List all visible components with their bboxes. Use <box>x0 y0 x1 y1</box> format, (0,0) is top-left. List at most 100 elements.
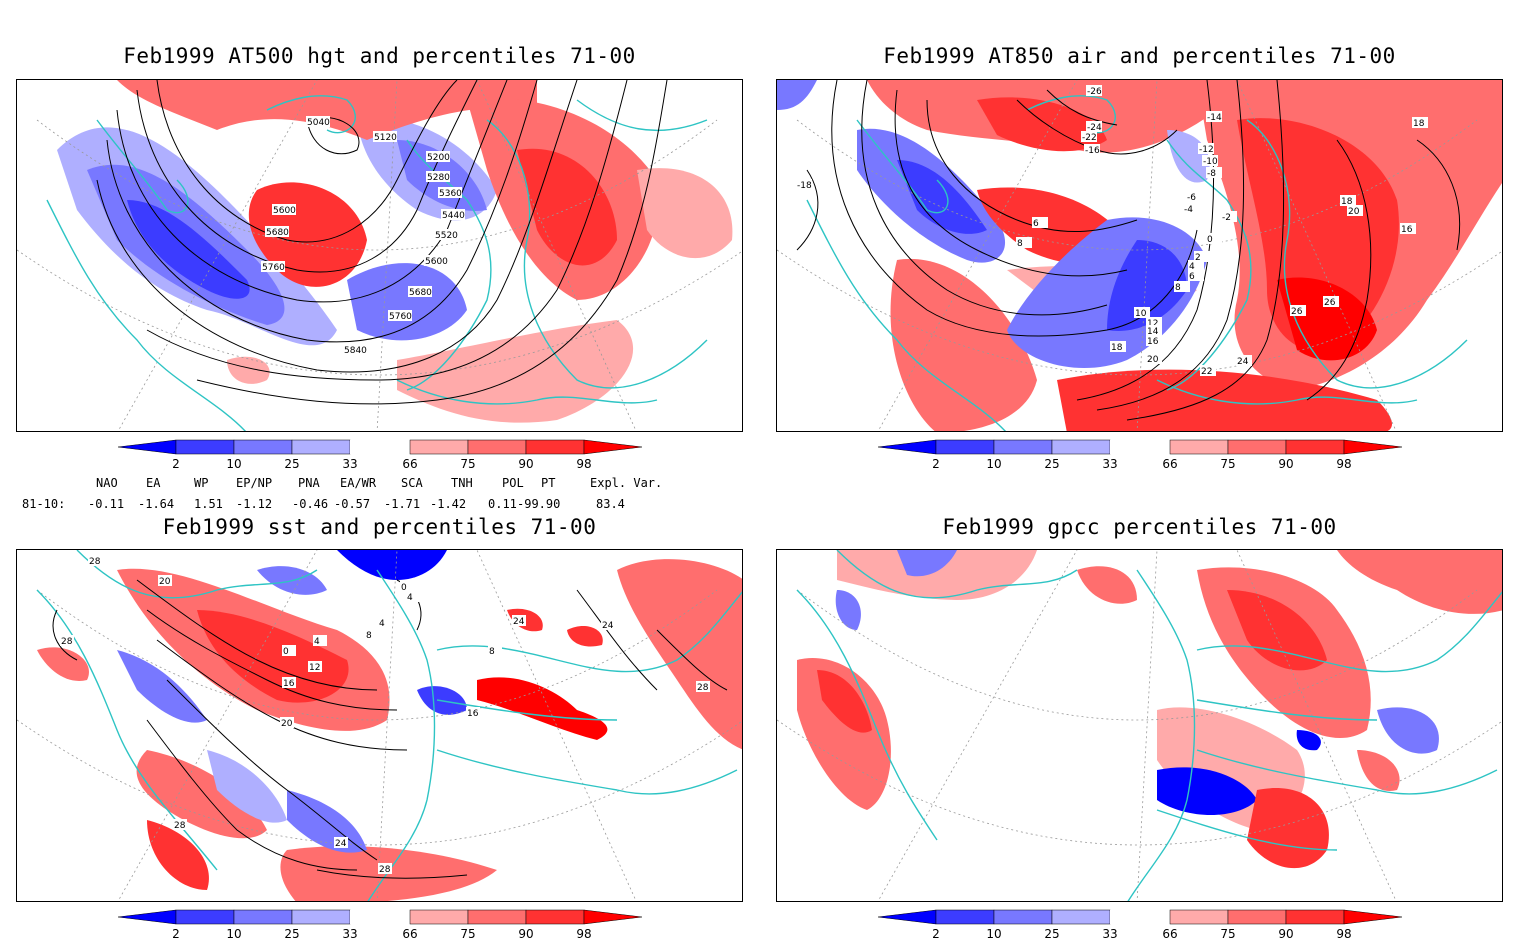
contour-label: 28 <box>61 637 73 647</box>
percentile-shading <box>37 550 742 901</box>
colorbar-segment <box>993 439 1053 455</box>
colorbar-label: 25 <box>1044 927 1059 940</box>
colorbar-segment <box>1227 909 1287 925</box>
contour-label: -4 <box>1184 205 1193 215</box>
coastlines <box>806 95 1468 431</box>
contour-label: -22 <box>1082 133 1097 143</box>
colorbar-label: 98 <box>1336 457 1351 471</box>
contour-label: 5120 <box>374 133 397 143</box>
colorbar-segment <box>233 439 293 455</box>
colorbar-air: 2 10 25 33 66 75 90 98 <box>877 438 1403 471</box>
tele-header: EA <box>146 476 161 490</box>
colorbar-label: 33 <box>1102 457 1117 471</box>
tele-header: POL <box>502 476 524 490</box>
contour-label: 4 <box>1189 262 1195 272</box>
colorbar-arrow-high <box>1343 439 1403 455</box>
colorbar-segment <box>175 439 235 455</box>
contour-label: 20 <box>159 577 171 587</box>
colorbar-segment <box>1285 439 1345 455</box>
colorbar-arrow-low <box>117 909 177 925</box>
colorbar-label: 10 <box>986 927 1001 940</box>
map-panel-gpcc <box>776 549 1503 902</box>
contour-label: 12 <box>309 663 320 673</box>
lat-lon-grid <box>777 80 1502 431</box>
contour-label: -12 <box>1199 145 1214 155</box>
contour-label: 6 <box>1033 219 1039 229</box>
colorbar-sst: 2 10 25 33 66 75 90 98 <box>117 908 643 940</box>
colorbar-segment <box>525 439 585 455</box>
colorbar-segment <box>1227 439 1287 455</box>
contour-label: 16 <box>1401 225 1413 235</box>
colorbar-label: 90 <box>1278 457 1293 471</box>
colorbar-arrow-high <box>1343 909 1403 925</box>
colorbar-label: 66 <box>402 457 417 471</box>
map-panel-sst: 28 20 28 0 4 8 12 16 20 24 28 24 28 0 4 … <box>16 549 743 902</box>
contour-label: 5040 <box>307 118 330 128</box>
colorbar-label: 90 <box>518 927 533 940</box>
contour-label: 5600 <box>425 257 448 267</box>
colorbar-label: 98 <box>1336 927 1351 940</box>
lat-lon-grid <box>777 550 1502 901</box>
contour-label: 4 <box>407 593 413 603</box>
contour-label: 4 <box>379 619 385 629</box>
contour-label: 26 <box>1291 307 1303 317</box>
colorbar-arrow-low <box>117 439 177 455</box>
tele-header: EA/WR <box>340 476 377 490</box>
contour-label: 24 <box>335 839 347 849</box>
tele-header: WP <box>194 476 209 490</box>
colorbar-label: 98 <box>576 457 591 471</box>
colorbar-segment <box>291 909 351 925</box>
colorbar-segment <box>1110 440 1170 454</box>
colorbar-label: 33 <box>342 457 357 471</box>
lat-lon-grid <box>17 550 742 901</box>
contour-label: 4 <box>314 637 320 647</box>
colorbar-segment <box>233 909 293 925</box>
colorbar-hgt: 2 10 25 33 66 75 90 98 <box>117 438 643 471</box>
colorbar-label: 33 <box>1102 927 1117 940</box>
contour-label: 5360 <box>439 189 462 199</box>
contour-label: 18 <box>1111 343 1123 353</box>
contour-label: 14 <box>1147 327 1159 337</box>
colorbar-label: 10 <box>226 927 241 940</box>
contour-label: 26 <box>1324 298 1336 308</box>
colorbar-label: 66 <box>402 927 417 940</box>
contour-label: -26 <box>1087 87 1102 97</box>
contour-label: 5520 <box>435 231 458 241</box>
colorbar-arrow-low <box>877 909 937 925</box>
colorbar-label: 90 <box>1278 927 1293 940</box>
contour-label: 10 <box>1135 309 1147 319</box>
contour-label: 8 <box>489 647 495 657</box>
colorbar-label: 25 <box>1044 457 1059 471</box>
colorbar-segment <box>935 909 995 925</box>
panel-title-gpcc: Feb1999 gpcc percentiles 71-00 <box>942 515 1337 539</box>
contour-label: 20 <box>281 719 293 729</box>
tele-value: -0.57 <box>334 497 371 511</box>
map-hgt: 5040 5120 5200 5280 5360 5440 5520 5600 … <box>17 80 742 431</box>
sst-contours <box>52 579 728 879</box>
colorbar-label: 75 <box>460 927 475 940</box>
contour-label: 5600 <box>273 206 296 216</box>
contour-label: 5680 <box>266 228 289 238</box>
contour-label: 0 <box>283 647 289 657</box>
map-panel-air: -26 -24 -22 -16 -14 -12 -10 -8 -6 -4 -2 … <box>776 79 1503 432</box>
lat-lon-grid <box>17 80 742 431</box>
contour-label: 5680 <box>409 288 432 298</box>
contour-label: 8 <box>366 631 372 641</box>
colorbar-segment <box>993 909 1053 925</box>
tele-header: EP/NP <box>236 476 273 490</box>
contour-label: 5760 <box>389 312 412 322</box>
contour-label: 28 <box>697 683 709 693</box>
contour-label: 8 <box>1017 239 1023 249</box>
colorbar-segment <box>175 909 235 925</box>
colorbar-segment <box>1169 439 1229 455</box>
panel-title-hgt: Feb1999 AT500 hgt and percentiles 71-00 <box>123 44 636 68</box>
contour-label: 5440 <box>442 211 465 221</box>
colorbar-segment <box>409 439 469 455</box>
contour-label: 24 <box>1237 357 1249 367</box>
contour-label: 0 <box>1207 235 1213 245</box>
panel-title-sst: Feb1999 sst and percentiles 71-00 <box>162 515 597 539</box>
contour-label: 24 <box>513 617 525 627</box>
colorbar-segment <box>1051 439 1111 455</box>
contour-labels: -26 -24 -22 -16 -14 -12 -10 -8 -6 -4 -2 … <box>796 85 1428 377</box>
map-air: -26 -24 -22 -16 -14 -12 -10 -8 -6 -4 -2 … <box>777 80 1502 431</box>
